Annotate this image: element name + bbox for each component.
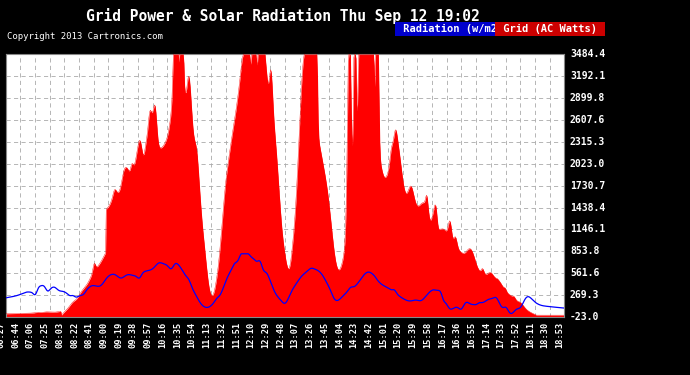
Text: 15:58: 15:58 (423, 321, 432, 348)
Text: Grid (AC Watts): Grid (AC Watts) (497, 24, 603, 34)
Text: 10:35: 10:35 (173, 321, 182, 348)
Text: 06:44: 06:44 (11, 321, 20, 348)
Text: Grid Power & Solar Radiation Thu Sep 12 19:02: Grid Power & Solar Radiation Thu Sep 12 … (86, 8, 480, 24)
Text: 16:55: 16:55 (467, 321, 476, 348)
Text: 16:36: 16:36 (453, 321, 462, 348)
Text: 15:01: 15:01 (379, 321, 388, 348)
Text: 13:45: 13:45 (320, 321, 329, 348)
Text: 2607.6: 2607.6 (570, 115, 605, 125)
Text: -23.0: -23.0 (570, 312, 600, 322)
Text: 561.6: 561.6 (570, 268, 600, 278)
Text: 14:04: 14:04 (335, 321, 344, 348)
Text: 13:26: 13:26 (306, 321, 315, 348)
Text: 13:07: 13:07 (290, 321, 299, 348)
Text: 09:00: 09:00 (99, 321, 108, 348)
Text: 2899.8: 2899.8 (570, 93, 605, 103)
Text: 3484.4: 3484.4 (570, 50, 605, 59)
Text: 16:17: 16:17 (437, 321, 446, 348)
Text: 2023.0: 2023.0 (570, 159, 605, 169)
Text: 09:38: 09:38 (129, 321, 138, 348)
Text: 15:20: 15:20 (393, 321, 403, 348)
Text: 09:57: 09:57 (144, 321, 152, 348)
Text: 853.8: 853.8 (570, 246, 600, 256)
Text: 18:11: 18:11 (526, 321, 535, 348)
Text: 1146.1: 1146.1 (570, 224, 605, 234)
Text: 12:10: 12:10 (246, 321, 255, 348)
Text: 18:30: 18:30 (541, 321, 550, 348)
Text: 18:53: 18:53 (555, 321, 564, 348)
Text: 14:42: 14:42 (364, 321, 373, 348)
Text: 1438.4: 1438.4 (570, 202, 605, 213)
Text: 12:29: 12:29 (262, 321, 270, 348)
Text: Copyright 2013 Cartronics.com: Copyright 2013 Cartronics.com (7, 32, 163, 41)
Text: 17:52: 17:52 (511, 321, 520, 348)
Text: 17:14: 17:14 (482, 321, 491, 348)
Text: 08:41: 08:41 (85, 321, 94, 348)
Text: 15:39: 15:39 (408, 321, 417, 348)
Text: 09:19: 09:19 (114, 321, 124, 348)
Text: 3192.1: 3192.1 (570, 71, 605, 81)
Text: 10:16: 10:16 (158, 321, 167, 348)
Text: 1730.7: 1730.7 (570, 181, 605, 190)
Text: 11:51: 11:51 (232, 321, 241, 348)
Text: 07:06: 07:06 (26, 321, 35, 348)
Text: 08:22: 08:22 (70, 321, 79, 348)
Text: 10:54: 10:54 (188, 321, 197, 348)
Text: 08:03: 08:03 (55, 321, 64, 348)
Text: 11:13: 11:13 (202, 321, 211, 348)
Text: 269.3: 269.3 (570, 290, 600, 300)
Text: 2315.3: 2315.3 (570, 137, 605, 147)
Text: 06:27: 06:27 (0, 321, 6, 348)
Text: Radiation (w/m2): Radiation (w/m2) (397, 24, 510, 34)
Text: 14:23: 14:23 (350, 321, 359, 348)
Text: 07:25: 07:25 (41, 321, 50, 348)
Text: 12:48: 12:48 (276, 321, 285, 348)
Text: 17:33: 17:33 (497, 321, 506, 348)
Text: 11:32: 11:32 (217, 321, 226, 348)
